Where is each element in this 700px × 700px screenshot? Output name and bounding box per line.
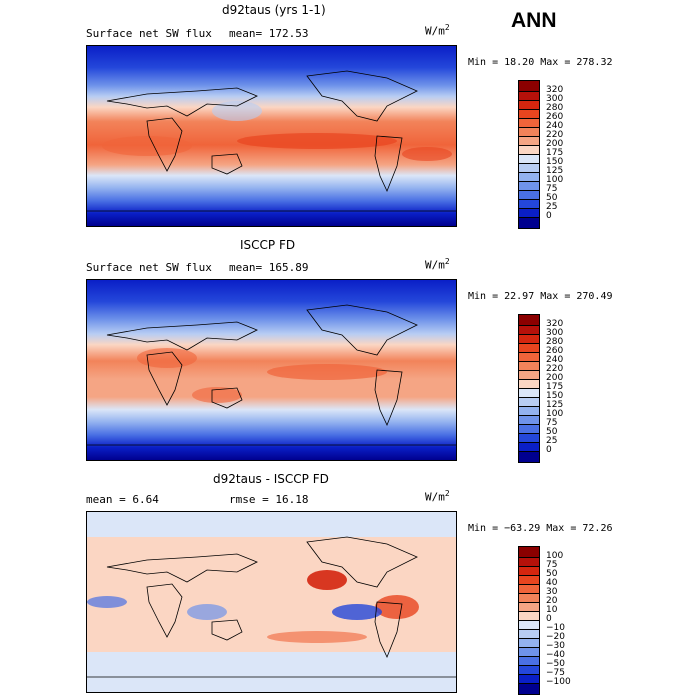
season-label: ANN [511,9,557,32]
colorbar-label: −100 [546,677,571,687]
colorbar-label: 75 [546,184,558,194]
panel-1-map [86,45,457,227]
panel-3-rmse: rmse = 16.18 [229,493,309,506]
colorbar-label: −75 [546,668,565,678]
colorbar-label: 125 [546,400,564,410]
colorbar-label: 280 [546,337,564,347]
colorbar-label: 50 [546,427,558,437]
colorbar-label: 20 [546,596,558,606]
colorbar-label: 50 [546,193,558,203]
colorbar-label: 200 [546,139,564,149]
colorbar-label: 300 [546,94,564,104]
colorbar-label: 100 [546,551,564,561]
panel-2-variable: Surface net SW flux [86,261,212,274]
panel-3-colorbar [518,546,540,695]
panel-1-colorbar [518,80,540,229]
colorbar-label: −50 [546,659,565,669]
colorbar-label: 320 [546,319,564,329]
panel-2-minmax: Min = 22.97 Max = 270.49 [468,291,613,302]
colorbar-cell [518,217,540,229]
colorbar-label: −10 [546,623,565,633]
colorbar-label: 320 [546,85,564,95]
colorbar-label: 150 [546,391,564,401]
colorbar-label: 0 [546,445,552,455]
panel-1-mean: mean= 172.53 [229,27,309,40]
colorbar-label: 150 [546,157,564,167]
colorbar-label: −40 [546,650,565,660]
colorbar-label: 100 [546,409,564,419]
colorbar-label: 220 [546,130,564,140]
colorbar-label: 75 [546,418,558,428]
colorbar-label: 280 [546,103,564,113]
colorbar-label: 300 [546,328,564,338]
colorbar-label: 220 [546,364,564,374]
colorbar-label: 0 [546,211,552,221]
colorbar-label: 0 [546,614,552,624]
colorbar-label: 40 [546,578,558,588]
colorbar-label: 175 [546,148,564,158]
panel-3-field [87,512,456,692]
panel-2-title: ISCCP FD [240,238,296,252]
colorbar-label: 25 [546,202,558,212]
colorbar-label: 125 [546,166,564,176]
colorbar-label: 10 [546,605,558,615]
panel-1-minmax: Min = 18.20 Max = 278.32 [468,57,613,68]
colorbar-label: 30 [546,587,558,597]
colorbar-label: 260 [546,112,564,122]
colorbar-label: 25 [546,436,558,446]
panel-3-title: d92taus - ISCCP FD [213,472,329,486]
panel-2-units: W/m2 [425,257,450,272]
panel-1-title: d92taus (yrs 1-1) [222,3,326,17]
colorbar-label: 260 [546,346,564,356]
colorbar-label: 50 [546,569,558,579]
colorbar-cell [518,451,540,463]
panel-3-map [86,511,457,693]
panel-3-minmax: Min = −63.29 Max = 72.26 [468,523,613,534]
panel-2-colorbar [518,314,540,463]
colorbar-label: −20 [546,632,565,642]
colorbar-cell [518,683,540,695]
panel-2-field [87,280,456,460]
panel-1-variable: Surface net SW flux [86,27,212,40]
panel-3-mean: mean = 6.64 [86,493,159,506]
colorbar-label: 200 [546,373,564,383]
panel-1-field [87,46,456,226]
colorbar-label: 100 [546,175,564,185]
panel-2-mean: mean= 165.89 [229,261,309,274]
colorbar-label: 240 [546,121,564,131]
panel-2-map [86,279,457,461]
colorbar-label: −30 [546,641,565,651]
panel-3-units: W/m2 [425,489,450,504]
panel-1-units: W/m2 [425,23,450,38]
colorbar-label: 175 [546,382,564,392]
colorbar-label: 75 [546,560,558,570]
colorbar-label: 240 [546,355,564,365]
